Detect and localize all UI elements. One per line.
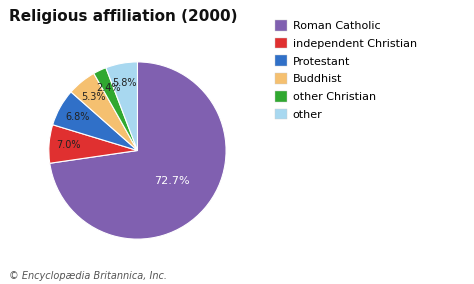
Text: Religious affiliation (2000): Religious affiliation (2000) [9,9,238,24]
Text: © Encyclopædia Britannica, Inc.: © Encyclopædia Britannica, Inc. [9,271,167,281]
Wedge shape [50,62,226,239]
Wedge shape [53,92,137,151]
Text: 6.8%: 6.8% [65,112,89,122]
Text: 2.4%: 2.4% [96,83,120,93]
Wedge shape [94,68,137,151]
Wedge shape [71,74,137,151]
Wedge shape [106,62,137,151]
Text: 5.8%: 5.8% [113,78,137,87]
Text: 5.3%: 5.3% [82,92,106,102]
Legend: Roman Catholic, independent Christian, Protestant, Buddhist, other Christian, ot: Roman Catholic, independent Christian, P… [275,20,417,120]
Wedge shape [49,125,137,163]
Text: 72.7%: 72.7% [155,176,190,186]
Text: 7.0%: 7.0% [56,140,81,150]
